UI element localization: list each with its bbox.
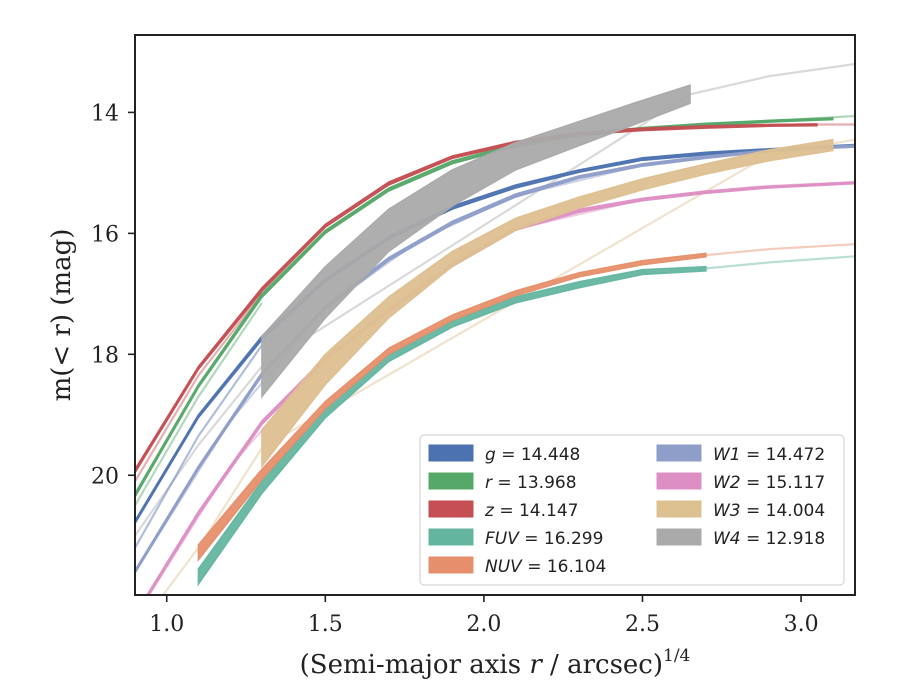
y-tick-label: 14	[91, 101, 119, 126]
x-tick-label: 1.0	[149, 612, 184, 637]
legend-swatch-r	[428, 472, 474, 490]
extrapolation-line-W4	[135, 62, 855, 537]
legend-swatch-W2	[656, 472, 702, 490]
legend-box	[419, 434, 845, 586]
x-tick-label: 2.5	[625, 612, 660, 637]
axis-ticks: 1.0 1.5 2.0 2.5 3.0 14 16 18 20	[91, 101, 819, 637]
y-tick-label: 20	[91, 464, 119, 489]
extrapolation-line-NUV	[705, 243, 855, 257]
legend-entry-W2: W2 = 15.117	[713, 473, 825, 493]
legend-swatch-W3	[656, 500, 702, 518]
extrapolation-line-z	[135, 293, 263, 482]
series-band-W3	[261, 138, 834, 469]
y-axis-label-text: m(< r) (mag)	[47, 229, 77, 402]
legend-entry-g: g = 14.448	[485, 445, 580, 465]
extrapolation-line-g	[135, 344, 263, 549]
x-axis-label-var: r	[529, 650, 543, 680]
x-axis-label-main: (Semi-major axis	[300, 650, 530, 680]
legend-entry-W1: W1 = 14.472	[713, 445, 825, 465]
series-band-z	[135, 123, 818, 475]
legend-swatch-W1	[656, 444, 702, 462]
legend-entry-z: z = 14.147	[484, 501, 578, 521]
legend-entry-NUV: NUV = 16.104	[485, 557, 606, 577]
x-axis-label-exponent: 1/4	[663, 646, 690, 666]
legend-entry-FUV: FUV = 16.299	[485, 529, 603, 549]
legend-entry-r: r = 13.968	[485, 473, 577, 493]
extrapolation-line-FUV	[705, 255, 855, 270]
legend-entry-W3: W3 = 14.004	[713, 501, 825, 521]
axes-frame	[134, 34, 856, 596]
legend: g = 14.448 r = 13.968 z = 14.147 FUV = 16.2…	[419, 434, 845, 586]
y-tick-label: 16	[91, 222, 119, 247]
series-band-r	[135, 117, 834, 499]
series-band-W4	[261, 84, 691, 399]
legend-swatch-W4	[656, 528, 702, 546]
x-tick-label: 1.5	[308, 612, 343, 637]
extrapolation-line-r	[135, 302, 263, 507]
legend-swatch-z	[428, 500, 474, 518]
series-bands	[135, 84, 855, 595]
x-tick-label: 3.0	[784, 612, 819, 637]
legend-swatch-FUV	[428, 528, 474, 546]
x-tick-label: 2.0	[466, 612, 501, 637]
legend-swatch-NUV	[428, 556, 474, 574]
y-axis-label: m(< r) (mag)	[47, 229, 77, 402]
series-band-NUV	[197, 252, 707, 563]
x-axis-label-unit: / arcsec)	[542, 650, 663, 680]
legend-entry-W4: W4 = 12.918	[713, 529, 825, 549]
x-axis-label: (Semi-major axis r / arcsec)1/4	[300, 646, 691, 680]
legend-swatch-g	[428, 444, 474, 462]
axes-frame-rect	[134, 34, 856, 596]
y-tick-label: 18	[91, 343, 119, 368]
